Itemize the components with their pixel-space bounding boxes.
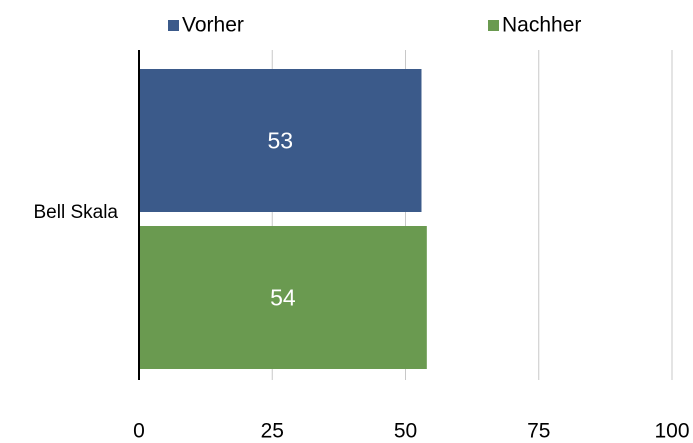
y-tick-label: Bell Skala (34, 202, 119, 223)
x-tick-label: 100 (654, 420, 689, 443)
x-tick-label: 0 (133, 420, 145, 443)
x-tick-label: 75 (527, 420, 550, 443)
data-label: 53 (267, 128, 293, 154)
bar (139, 226, 427, 369)
bar (139, 69, 422, 212)
legend-swatch (168, 20, 179, 31)
x-tick-label: 50 (394, 420, 417, 443)
legend-label: Nachher (502, 14, 581, 37)
legend-label: Vorher (182, 14, 244, 37)
data-label: 54 (270, 285, 296, 311)
legend-swatch (488, 20, 499, 31)
x-tick-label: 25 (261, 420, 284, 443)
